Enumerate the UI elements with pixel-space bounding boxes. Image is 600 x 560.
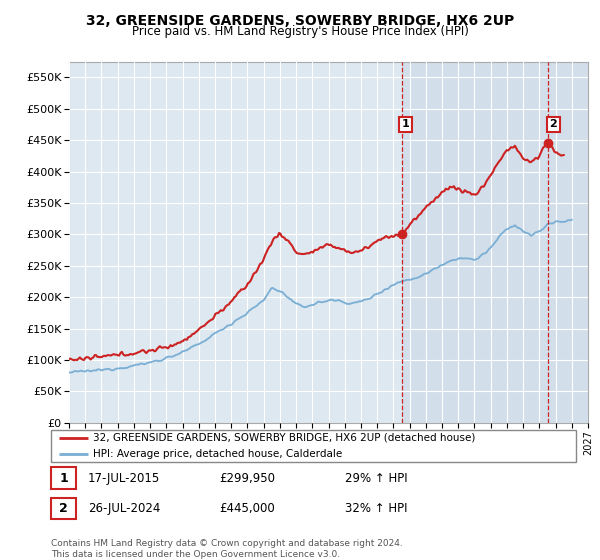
Bar [402,62,588,423]
Text: 1: 1 [59,472,68,485]
Text: £445,000: £445,000 [219,502,275,515]
Text: 2: 2 [550,119,557,129]
FancyBboxPatch shape [51,498,76,519]
Text: Contains HM Land Registry data © Crown copyright and database right 2024.
This d: Contains HM Land Registry data © Crown c… [51,539,403,559]
Text: 32, GREENSIDE GARDENS, SOWERBY BRIDGE, HX6 2UP: 32, GREENSIDE GARDENS, SOWERBY BRIDGE, H… [86,14,514,28]
Text: £299,950: £299,950 [219,472,275,485]
Text: 1: 1 [401,119,409,129]
Text: 26-JUL-2024: 26-JUL-2024 [88,502,160,515]
Text: Price paid vs. HM Land Registry's House Price Index (HPI): Price paid vs. HM Land Registry's House … [131,25,469,38]
Text: 32, GREENSIDE GARDENS, SOWERBY BRIDGE, HX6 2UP (detached house): 32, GREENSIDE GARDENS, SOWERBY BRIDGE, H… [93,433,475,443]
Text: 17-JUL-2015: 17-JUL-2015 [88,472,160,485]
Text: HPI: Average price, detached house, Calderdale: HPI: Average price, detached house, Cald… [93,449,342,459]
Text: 29% ↑ HPI: 29% ↑ HPI [345,472,407,485]
Text: 2: 2 [59,502,68,515]
Text: 32% ↑ HPI: 32% ↑ HPI [345,502,407,515]
FancyBboxPatch shape [51,430,576,462]
FancyBboxPatch shape [51,468,76,489]
